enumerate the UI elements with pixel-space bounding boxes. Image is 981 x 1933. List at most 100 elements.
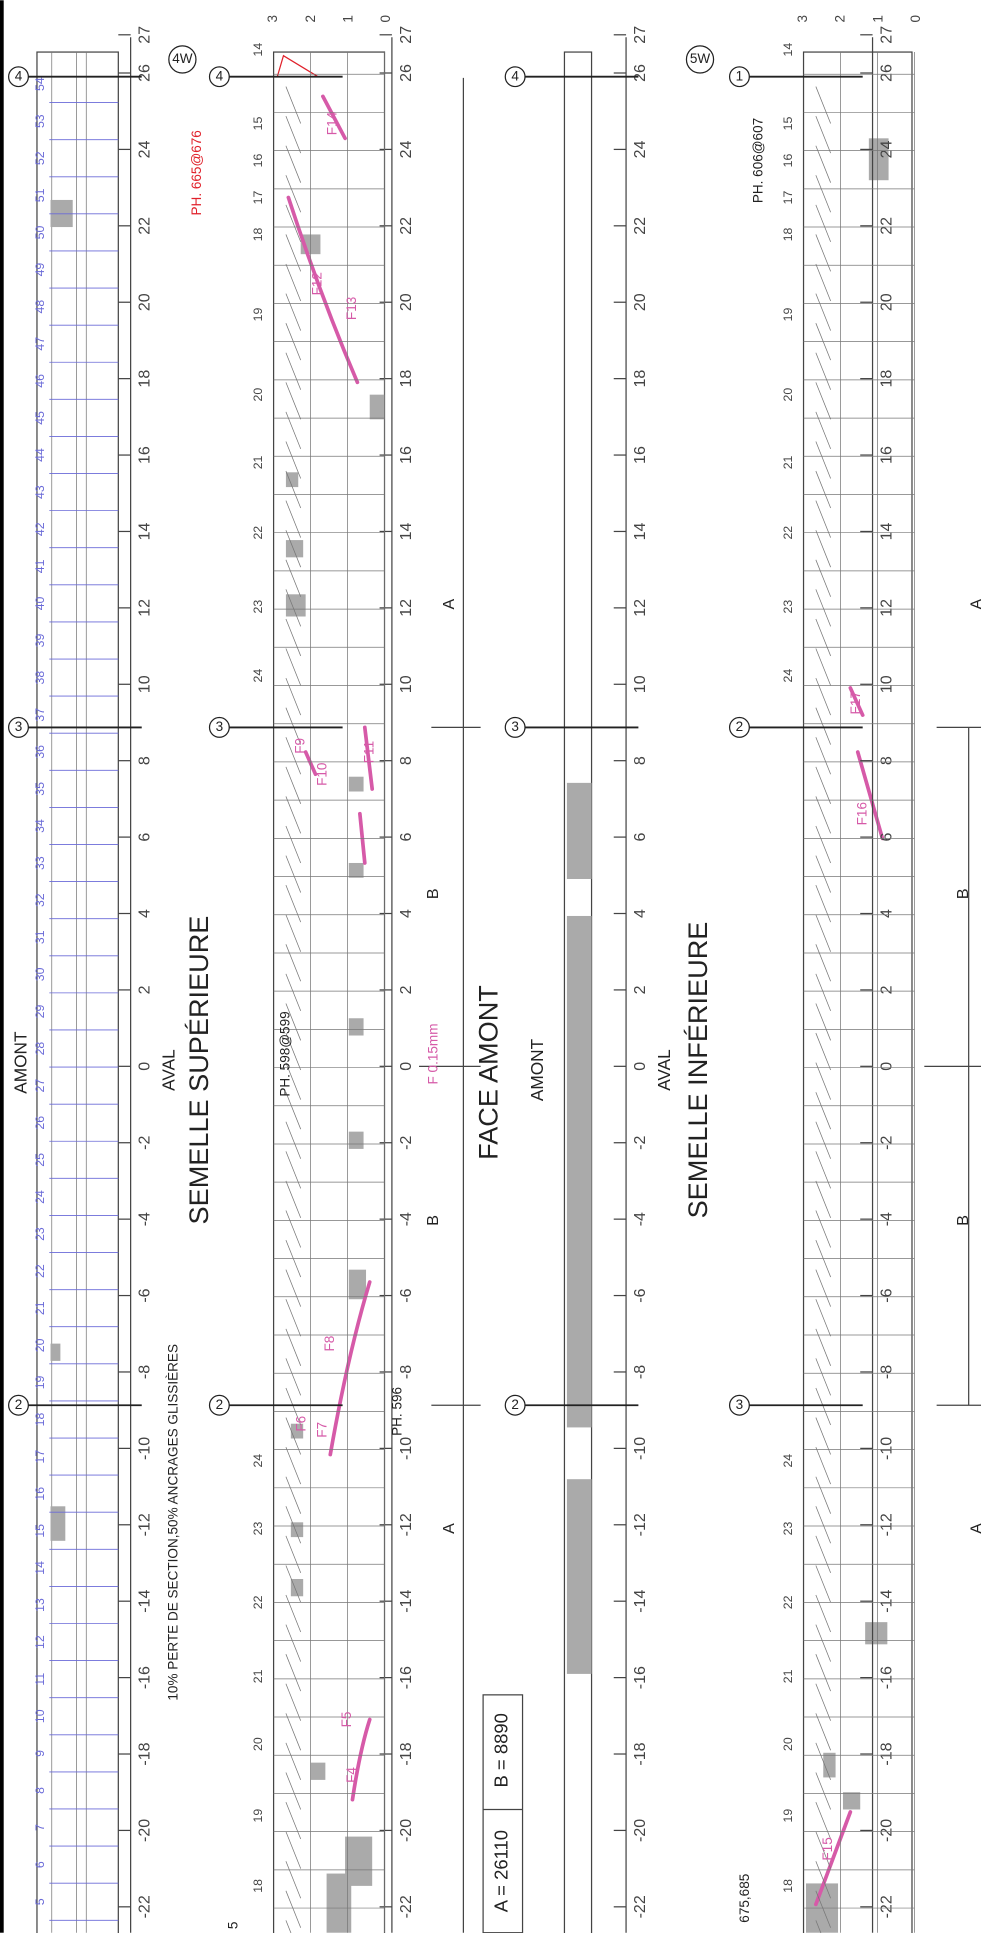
station-label: 36 <box>33 745 47 759</box>
station-label: 33 <box>33 856 47 870</box>
crack-label: F14 <box>324 111 339 135</box>
hatch <box>285 234 302 272</box>
scale-label: 2 <box>878 985 896 994</box>
hatch <box>815 1624 831 1662</box>
hatch <box>285 500 302 538</box>
hatch <box>815 1535 831 1573</box>
row-label: 24 <box>251 1454 265 1468</box>
hatch <box>815 1299 831 1337</box>
crack-label: F8 <box>322 1336 337 1352</box>
axis-marker <box>8 1394 29 1416</box>
station-label: 35 <box>33 782 47 796</box>
hatch <box>815 204 831 242</box>
hatch <box>285 1299 302 1337</box>
scale-label: -10 <box>136 1437 154 1460</box>
station-label: 11 <box>33 1673 47 1686</box>
dimension-letter: A <box>440 599 458 610</box>
station-label: 29 <box>33 1004 47 1018</box>
row-label: 18 <box>251 227 265 241</box>
row-label: 17 <box>781 190 795 204</box>
depth-label: 3 <box>265 15 280 23</box>
scale-label: -4 <box>878 1212 896 1226</box>
hatch <box>285 1239 302 1278</box>
hatch <box>285 1387 302 1426</box>
scale-label: 26 <box>631 64 649 82</box>
hatch <box>285 1180 302 1219</box>
hatch <box>285 1742 302 1781</box>
scale-label: -6 <box>136 1288 154 1302</box>
hatch <box>815 648 831 686</box>
crack-label: F10 <box>314 763 329 786</box>
axis-marker <box>685 45 715 74</box>
hatch <box>815 1180 831 1219</box>
scale-label: 2 <box>631 985 649 994</box>
station-label: 51 <box>33 188 47 202</box>
station-label: 31 <box>33 930 47 944</box>
label: 5 <box>226 1922 241 1930</box>
scale-label: 2 <box>397 985 415 994</box>
axis-label: 3 <box>736 1397 744 1412</box>
hatch <box>285 1801 302 1840</box>
hatch <box>285 411 302 450</box>
scale-label: 14 <box>397 522 415 540</box>
row-label: 24 <box>781 669 795 683</box>
axis-marker <box>504 66 526 88</box>
dimension-letter: B <box>424 888 442 899</box>
hatch <box>285 1772 302 1810</box>
hatch <box>815 1476 831 1514</box>
hatch <box>815 1062 831 1100</box>
row-label: 23 <box>781 600 795 614</box>
crack-label: F12 <box>310 272 325 295</box>
depth-label: 0 <box>378 15 393 23</box>
photo-ref: PH. 598@599 <box>277 1011 292 1096</box>
station-label: 48 <box>33 300 47 314</box>
hatch <box>815 500 831 538</box>
hatch <box>815 1683 831 1721</box>
hatch <box>285 530 302 568</box>
title: SEMELLE SUPÉRIEURE <box>183 916 214 1225</box>
border <box>0 0 4 1933</box>
scale-label: 12 <box>136 599 154 617</box>
hatch <box>285 885 302 923</box>
station-label: 32 <box>33 893 47 907</box>
station-label: 12 <box>33 1635 47 1649</box>
station-label: 30 <box>33 967 47 981</box>
note: 10% PERTE DE SECTION,50% ANCRAGES GLISSI… <box>165 1344 180 1701</box>
axis-marker <box>504 1394 526 1416</box>
hatch <box>815 1742 831 1781</box>
scale-label: 8 <box>878 756 896 765</box>
hatch <box>285 1594 302 1633</box>
hatch <box>815 559 831 597</box>
scale-label: 27 <box>878 26 896 44</box>
hatch <box>815 589 831 627</box>
hatch <box>285 825 302 864</box>
row-label: 24 <box>251 669 265 683</box>
scale-label: 12 <box>878 599 896 617</box>
hatch <box>815 1092 831 1130</box>
row-label: 14 <box>781 43 795 57</box>
hatch <box>285 352 302 390</box>
crack-label: F4 <box>344 1767 359 1783</box>
axis-label: 4W <box>172 51 193 66</box>
hatch <box>815 470 831 509</box>
hatch <box>285 1476 302 1514</box>
hatch <box>285 1447 302 1485</box>
hatch <box>815 1713 831 1751</box>
station-label: 16 <box>33 1487 47 1501</box>
crack-label: F9 <box>292 738 307 754</box>
hatch <box>815 1358 831 1396</box>
hatch <box>815 618 831 657</box>
dimension-letter: A <box>968 1523 981 1534</box>
scale-label: 10 <box>136 675 154 693</box>
station-label: 28 <box>33 1042 47 1056</box>
hatch <box>815 1239 831 1278</box>
scale-label: -12 <box>878 1513 896 1536</box>
scale-label: -22 <box>136 1895 154 1918</box>
crack-label: F13 <box>344 297 359 320</box>
hatch <box>815 1920 822 1933</box>
hatch <box>815 1801 831 1840</box>
scale-label: 0 <box>878 1062 896 1071</box>
hatch <box>815 973 831 1012</box>
scale-label: -14 <box>136 1590 154 1613</box>
station-label: 42 <box>33 522 47 536</box>
